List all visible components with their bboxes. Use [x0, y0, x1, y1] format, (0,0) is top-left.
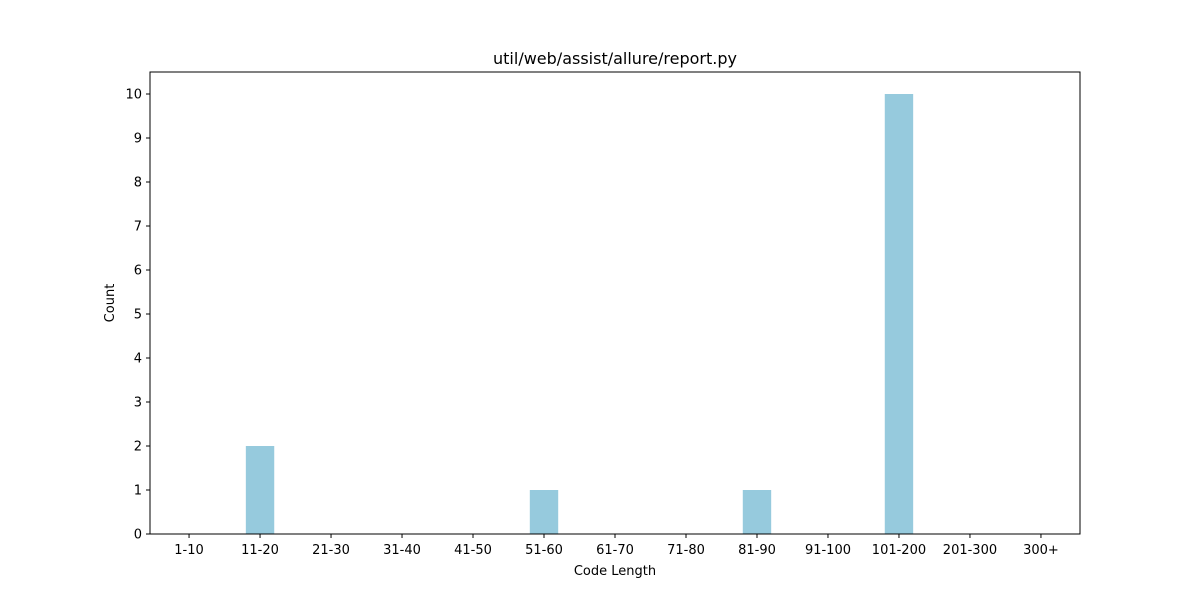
bar-51-60: [529, 490, 559, 534]
y-tick-label: 2: [134, 440, 142, 455]
x-tick-label: 1-10: [174, 543, 204, 558]
y-tick-label: 10: [125, 88, 142, 103]
plot-area-frame: [149, 71, 1081, 535]
y-tick-label: 0: [134, 528, 142, 543]
y-tick-label: 3: [134, 396, 142, 411]
y-tick-label: 7: [134, 220, 142, 235]
x-tick-label: 51-60: [525, 543, 563, 558]
x-tick-label: 41-50: [454, 543, 492, 558]
y-tick-label: 1: [134, 484, 142, 499]
x-tick-label: 71-80: [667, 543, 705, 558]
chart-title: util/web/assist/allure/report.py: [493, 49, 737, 68]
y-axis-label: Count: [103, 284, 118, 323]
y-tick-label: 5: [134, 308, 142, 323]
x-tick-label: 11-20: [241, 543, 279, 558]
y-tick-label: 8: [134, 176, 142, 191]
x-tick-label: 300+: [1023, 543, 1059, 558]
bar-81-90: [742, 490, 772, 534]
x-tick-label: 21-30: [312, 543, 350, 558]
x-tick-label: 31-40: [383, 543, 421, 558]
x-tick-label: 201-300: [943, 543, 997, 558]
bar-11-20: [245, 446, 275, 534]
x-axis-label: Code Length: [574, 564, 656, 579]
y-tick-label: 4: [134, 352, 142, 367]
x-axis: 1-10 11-20 21-30 31-40 41-50 51-60 61-70 71-80 8…: [174, 534, 1059, 558]
bar-101-200: [884, 94, 914, 534]
x-tick-label: 61-70: [596, 543, 634, 558]
x-tick-label: 91-100: [805, 543, 851, 558]
x-tick-label: 81-90: [738, 543, 776, 558]
x-tick-label: 101-200: [872, 543, 926, 558]
y-tick-label: 6: [134, 264, 142, 279]
y-tick-label: 9: [134, 132, 142, 147]
y-axis: 0 1 2 3 4 5 6 7 8 9 10: [125, 88, 150, 543]
bars-layer: [245, 94, 914, 534]
